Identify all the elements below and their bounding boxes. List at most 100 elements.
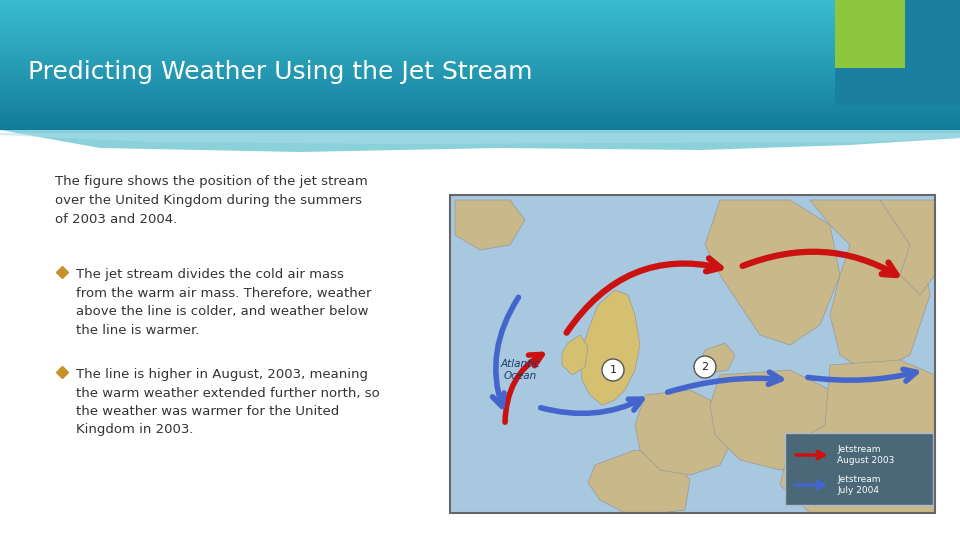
Text: Predicting Weather Using the Jet Stream: Predicting Weather Using the Jet Stream [28, 60, 533, 84]
Bar [0, 127, 960, 129]
Bar [0, 23, 960, 24]
Bar [0, 87, 960, 90]
Polygon shape [0, 130, 960, 152]
Bar [0, 40, 960, 42]
Bar [0, 19, 960, 21]
Bar [0, 36, 960, 37]
Bar [0, 93, 960, 94]
Text: 1: 1 [610, 365, 616, 375]
Bar [0, 116, 960, 117]
Bar [0, 62, 960, 63]
Bar [0, 99, 960, 101]
Bar [835, 0, 905, 68]
Bar [0, 65, 960, 66]
Bar [0, 107, 960, 109]
Bar [0, 70, 960, 71]
Bar [785, 433, 933, 505]
Polygon shape [880, 200, 935, 295]
Polygon shape [455, 200, 525, 250]
Polygon shape [588, 450, 690, 513]
Bar [0, 106, 960, 107]
Text: The line is higher in August, 2003, meaning
the warm weather extended further no: The line is higher in August, 2003, mean… [76, 368, 380, 436]
Bar [0, 122, 960, 124]
Polygon shape [700, 343, 735, 373]
Bar [0, 117, 960, 119]
Bar [0, 129, 960, 130]
Bar [0, 57, 960, 58]
Bar [450, 195, 935, 513]
Text: 2: 2 [702, 362, 708, 372]
Bar [0, 90, 960, 91]
Bar [0, 44, 960, 45]
Bar [0, 75, 960, 76]
Bar [0, 32, 960, 34]
Bar [0, 109, 960, 111]
Bar [0, 66, 960, 68]
Polygon shape [705, 200, 840, 345]
Bar [0, 21, 960, 23]
Bar [0, 119, 960, 120]
Bar [0, 73, 960, 75]
Bar [0, 76, 960, 78]
Bar [0, 52, 960, 53]
Text: Atlantic
Ocean: Atlantic Ocean [500, 359, 540, 381]
Bar [0, 103, 960, 104]
Bar [0, 60, 960, 62]
Bar [0, 49, 960, 50]
Polygon shape [780, 360, 935, 513]
Bar [0, 3, 960, 5]
Bar [0, 111, 960, 112]
Text: The figure shows the position of the jet stream
over the United Kingdom during t: The figure shows the position of the jet… [55, 175, 368, 226]
Bar [0, 5, 960, 6]
Bar [0, 6, 960, 8]
Bar [835, 0, 905, 68]
Bar [0, 42, 960, 44]
Bar [0, 79, 960, 81]
Bar [0, 55, 960, 57]
Bar [0, 112, 960, 114]
Bar [870, 0, 960, 105]
Bar [0, 98, 960, 99]
Bar [0, 96, 960, 98]
Bar [0, 83, 960, 84]
Circle shape [694, 356, 716, 378]
Bar [0, 104, 960, 106]
Bar [0, 15, 960, 16]
Bar [0, 50, 960, 52]
Text: The jet stream divides the cold air mass
from the warm air mass. Therefore, weat: The jet stream divides the cold air mass… [76, 268, 372, 336]
Bar [0, 34, 960, 36]
Bar [0, 91, 960, 93]
Bar [0, 37, 960, 39]
Bar [0, 63, 960, 65]
Bar [0, 94, 960, 96]
Bar [0, 47, 960, 49]
Bar [0, 114, 960, 116]
Bar [0, 18, 960, 19]
Bar [0, 16, 960, 18]
Bar [0, 101, 960, 103]
Text: Jetstream
July 2004: Jetstream July 2004 [837, 475, 880, 495]
Bar [0, 10, 960, 11]
Bar [450, 195, 935, 513]
Bar [0, 45, 960, 47]
Polygon shape [810, 200, 930, 375]
Bar [0, 78, 960, 79]
Bar [0, 0, 960, 2]
Bar [0, 84, 960, 86]
Bar [0, 13, 960, 15]
Bar [0, 29, 960, 31]
Bar [0, 39, 960, 40]
Polygon shape [635, 390, 735, 475]
Bar [0, 71, 960, 73]
Bar [0, 31, 960, 32]
Circle shape [602, 359, 624, 381]
Bar [0, 8, 960, 10]
Bar [0, 11, 960, 13]
Bar [0, 86, 960, 87]
Bar [0, 58, 960, 60]
Polygon shape [562, 335, 588, 375]
Bar [0, 28, 960, 29]
Text: Jetstream
August 2003: Jetstream August 2003 [837, 446, 895, 465]
Bar [0, 124, 960, 125]
Bar [0, 2, 960, 3]
